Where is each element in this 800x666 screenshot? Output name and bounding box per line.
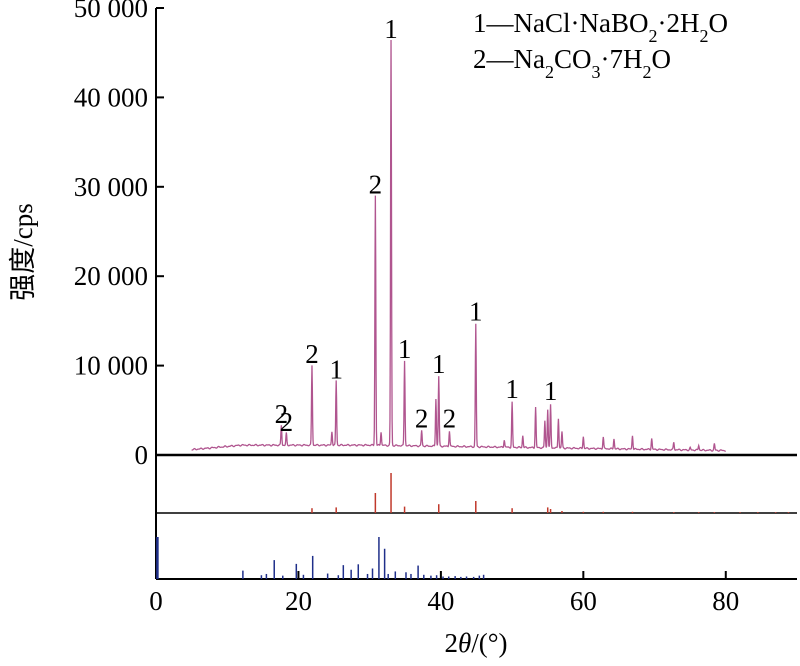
legend-entry-1: 1—NaCl·NaBO2·2H2O [473,8,728,46]
peak-label: 2 [305,339,319,369]
legend-entry-2: 2—Na2CO3·7H2O [473,44,671,82]
peak-label: 1 [398,334,412,364]
peak-label: 2 [369,169,383,199]
x-axis-title-symbol: θ [458,628,471,658]
y-tick-label: 50 000 [74,0,148,23]
y-axis-title: 强度/cps [8,203,38,301]
reference-pattern-1 [311,473,790,513]
y-tick-label: 30 000 [74,172,148,202]
y-tick-label: 20 000 [74,261,148,291]
peak-label: 1 [544,376,558,406]
legend: 1—NaCl·NaBO2·2H2O 2—Na2CO3·7H2O [473,8,728,82]
peak-label: 1 [329,354,343,384]
peak-label: 1 [384,14,398,44]
reference-pattern-2 [156,537,485,579]
y-tick-label: 40 000 [74,82,148,112]
x-axis-title-prefix: 2 [444,628,458,658]
x-tick-label: 20 [285,586,312,616]
y-tick-label: 0 [135,440,149,470]
peak-label: 2 [415,404,429,434]
peak-label: 1 [469,296,483,326]
x-tick-label: 0 [149,586,163,616]
y-tick-label: 10 000 [74,351,148,381]
y-ticks: 0 10 000 20 000 30 000 40 000 50 000 [74,0,164,470]
x-axis-title: 2θ/(°) [444,628,507,658]
x-ticks: 0 20 40 60 80 [149,571,739,616]
x-tick-label: 60 [570,586,597,616]
y-axis: 0 10 000 20 000 30 000 40 000 50 000 [74,0,164,579]
peak-label: 2 [443,404,457,434]
peak-label: 1 [432,349,446,379]
series-xrd-pattern [191,40,727,452]
x-axis-title-suffix: /(°) [471,628,507,658]
peak-label: 2 [280,407,294,437]
x-tick-label: 80 [712,586,739,616]
x-tick-label: 40 [427,586,454,616]
peak-label: 2 [275,399,289,429]
peak-label: 1 [505,374,519,404]
x-axis: 0 20 40 60 80 [149,571,797,616]
